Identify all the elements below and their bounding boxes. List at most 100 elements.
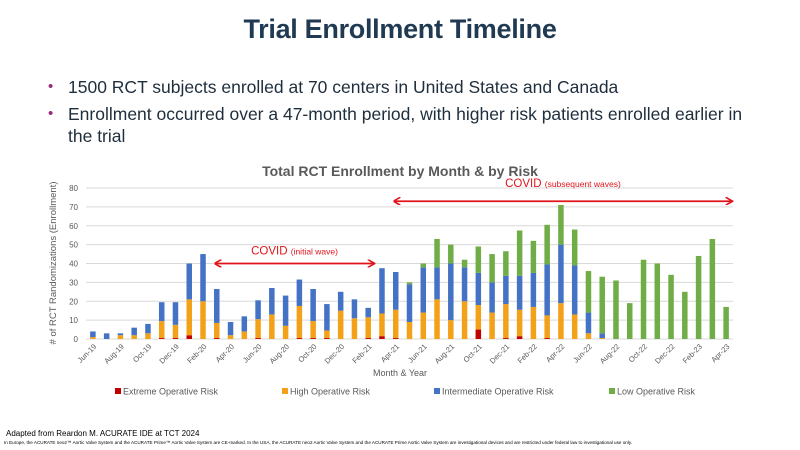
bar-segment-intermediate-operative-risk (255, 300, 261, 320)
bar-segment-low-operative-risk (544, 224, 550, 265)
legend-swatch (282, 388, 288, 394)
bar-segment-intermediate-operative-risk (200, 254, 206, 302)
x-tick-label: Feb-20 (185, 342, 208, 365)
bar-segment-extreme-operative-risk (324, 338, 330, 339)
bar-segment-low-operative-risk (516, 230, 523, 276)
bar-segment-low-operative-risk (489, 254, 495, 283)
legend-item: High Operative Risk (282, 387, 371, 397)
y-tick-labels: 0 10 20 30 40 50 60 70 80 (69, 184, 78, 344)
bar-segment-extreme-operative-risk (310, 338, 316, 339)
bar-segment-low-operative-risk (585, 271, 592, 313)
bar-segment-extreme-operative-risk (503, 338, 509, 339)
bar-segment-extreme-operative-risk (158, 338, 165, 339)
x-tick-label: Apr-23 (709, 342, 731, 364)
bullet-text: 1500 RCT subjects enrolled at 70 centers… (68, 77, 619, 97)
bar-segment-extreme-operative-risk (365, 338, 371, 339)
bar-segment-high-operative-risk (392, 309, 399, 339)
bar-segment-extreme-operative-risk (379, 336, 385, 339)
bar-segment-extreme-operative-risk (296, 338, 303, 339)
x-tick-label: Aug-21 (433, 342, 456, 365)
bar-segment-intermediate-operative-risk (489, 282, 495, 313)
x-tick-label: Jun-22 (571, 342, 594, 365)
bar-segment-intermediate-operative-risk (158, 302, 165, 322)
bar-segment-intermediate-operative-risk (227, 322, 234, 336)
bar-segment-intermediate-operative-risk (558, 244, 564, 304)
bar-segment-low-operative-risk (461, 259, 468, 268)
footer-disclaimer: In Europe, the ACURATE neo2™ Aortic Valv… (4, 440, 633, 445)
bar-segment-low-operative-risk (420, 263, 427, 268)
bullet-dot-icon: • (48, 105, 54, 122)
y-tick-label: 0 (74, 335, 79, 344)
bar-segment-high-operative-risk (117, 335, 124, 339)
bar-segment-intermediate-operative-risk (241, 316, 248, 332)
bar-segment-low-operative-risk (723, 306, 729, 339)
y-tick-label: 40 (69, 260, 78, 269)
legend-swatch (434, 388, 440, 394)
x-tick-label: Apr-20 (214, 342, 236, 364)
bar-segment-high-operative-risk (530, 306, 537, 339)
bar-segment-high-operative-risk (158, 321, 165, 339)
x-tick-label: Aug-22 (598, 342, 621, 365)
bar-segment-intermediate-operative-risk (324, 304, 330, 331)
x-tick-label: Feb-21 (350, 342, 373, 365)
bullet-text: Enrollment occurred over a 47-month peri… (68, 104, 743, 146)
bar-segment-high-operative-risk (131, 335, 137, 339)
bar-segment-extreme-operative-risk (255, 338, 261, 339)
y-tick-label: 60 (69, 222, 78, 231)
legend-label: Low Operative Risk (617, 387, 696, 397)
bar-segment-low-operative-risk (640, 259, 647, 339)
legend-swatch (609, 388, 615, 394)
x-tick-label: Jun-20 (241, 342, 264, 365)
bar-segment-low-operative-risk (571, 229, 578, 266)
bar-segment-high-operative-risk (172, 324, 179, 339)
chart-title: Total RCT Enrollment by Month & by Risk (262, 163, 538, 179)
bar-segment-intermediate-operative-risk (503, 275, 509, 305)
bar-segment-intermediate-operative-risk (310, 288, 316, 322)
bar-segment-extreme-operative-risk (475, 329, 482, 339)
bar-segment-intermediate-operative-risk (420, 267, 427, 313)
y-axis-label: # of RCT Randomizations (Enrollment) (48, 182, 59, 345)
annotations: COVID (initial wave) COVID (subsequent wa… (215, 178, 731, 263)
bar-segment-low-operative-risk (558, 204, 564, 245)
x-tick-label: Dec-19 (157, 342, 180, 365)
x-tick-label: Oct-19 (131, 342, 153, 364)
bullet-dot-icon: • (48, 78, 54, 95)
covid-label: COVID (initial wave) (251, 246, 338, 258)
bar-segment-high-operative-risk (420, 312, 427, 339)
bar-segment-high-operative-risk (145, 333, 151, 339)
legend-label: Intermediate Operative Risk (442, 387, 554, 397)
bar-segment-high-operative-risk (571, 314, 578, 339)
bar-segment-low-operative-risk (627, 303, 633, 339)
bar-segment-intermediate-operative-risk (117, 333, 124, 336)
bars (90, 204, 729, 339)
footer-citation: Adapted from Reardon M. ACURATE IDE at T… (6, 429, 200, 438)
bar-segment-high-operative-risk (379, 313, 385, 337)
x-tick-label: Apr-22 (544, 342, 566, 364)
bar-segment-intermediate-operative-risk (461, 267, 468, 302)
y-tick-label: 70 (69, 203, 78, 212)
slide-title: Trial Enrollment Timeline (243, 14, 557, 44)
bar-segment-intermediate-operative-risk (269, 288, 275, 315)
y-tick-label: 30 (69, 278, 78, 287)
enrollment-chart: Total RCT Enrollment by Month & by Risk … (48, 163, 800, 397)
bar-segment-high-operative-risk (214, 322, 220, 339)
bullet-item: • Enrollment occurred over a 47-month per… (44, 103, 764, 147)
legend: Extreme Operative Risk High Operative Ris… (115, 387, 696, 397)
bar-segment-high-operative-risk (241, 331, 248, 339)
bullet-list: • 1500 RCT subjects enrolled at 70 center… (44, 76, 764, 152)
bar-segment-intermediate-operative-risk (516, 275, 523, 310)
x-tick-label: Aug-19 (102, 342, 125, 365)
x-tick-label: Dec-22 (653, 342, 676, 365)
x-tick-label: Dec-21 (488, 342, 511, 365)
bar-segment-high-operative-risk (461, 301, 468, 339)
legend-label: Extreme Operative Risk (123, 387, 219, 397)
bar-segment-extreme-operative-risk (186, 335, 192, 339)
bar-segment-high-operative-risk (599, 338, 605, 339)
bar-segment-high-operative-risk (448, 320, 454, 339)
bar-segment-high-operative-risk (200, 301, 206, 339)
bar-segment-high-operative-risk (406, 322, 413, 339)
bar-segment-high-operative-risk (296, 305, 303, 339)
legend-swatch (115, 388, 121, 394)
bar-segment-intermediate-operative-risk (351, 299, 358, 319)
bar-segment-extreme-operative-risk (544, 338, 550, 339)
